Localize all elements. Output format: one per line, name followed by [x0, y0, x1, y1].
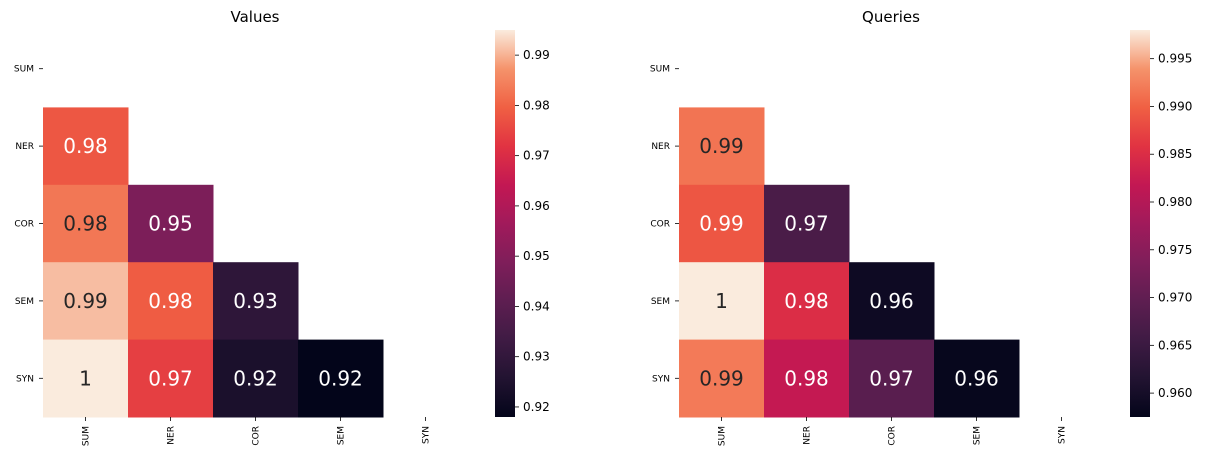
x-tick-label: SUM	[82, 426, 92, 446]
y-tick-label: SUM	[14, 65, 34, 75]
colorbar-tick-label: 0.960	[1158, 386, 1192, 400]
heatmap-cell	[679, 184, 765, 263]
heatmap-cell	[43, 107, 129, 186]
colorbar-tick-label: 0.98	[523, 98, 550, 112]
heatmap-cell	[128, 339, 214, 418]
cell-value-label: 0.97	[148, 366, 193, 390]
cell-value-label: 0.96	[954, 366, 999, 390]
cell-value-label: 0.97	[784, 212, 829, 236]
heatmap-cell	[679, 339, 765, 418]
colorbar-tick-label: 0.97	[523, 149, 550, 163]
cell-value-label: 0.99	[63, 289, 108, 313]
x-tick-label: SEM	[337, 426, 347, 445]
cell-value-label: 0.99	[699, 134, 744, 158]
cell-value-label: 0.98	[148, 289, 193, 313]
colorbar-tick-label: 0.93	[523, 350, 550, 364]
colorbar-tick-label: 0.985	[1158, 147, 1192, 161]
cell-value-label: 0.98	[63, 212, 108, 236]
queries-heatmap: Queries 0.99 0.99 0.97 1 0.98 0.96 0.99 0.98 0.97…	[650, 8, 1192, 446]
heatmap-cell	[213, 262, 299, 341]
x-tick-label: SEM	[973, 426, 983, 445]
colorbar-tick-label: 0.96	[523, 199, 550, 213]
colorbar-tick-label: 0.980	[1158, 195, 1192, 209]
heatmap-cell	[213, 339, 299, 418]
heatmap-cell	[679, 107, 765, 186]
x-tick-label: COR	[888, 426, 898, 446]
heatmap-cell	[849, 339, 935, 418]
cell-value-label: 0.99	[699, 366, 744, 390]
cell-value-label: 0.92	[233, 366, 278, 390]
heatmap-cell	[849, 262, 935, 341]
heatmap-cell	[43, 262, 129, 341]
y-tick-label: NER	[651, 142, 670, 152]
colorbar-tick-label: 0.970	[1158, 291, 1192, 305]
colorbar-tick-label: 0.94	[523, 299, 550, 313]
heatmap-cell	[679, 262, 765, 341]
colorbar	[1130, 30, 1150, 417]
colorbar-tick-label: 0.965	[1158, 338, 1192, 352]
x-tick-label: NER	[803, 426, 813, 445]
cell-value-label: 1	[715, 289, 728, 313]
colorbar-tick-label: 0.99	[523, 48, 550, 62]
cell-value-label: 0.98	[784, 366, 829, 390]
heatmap-cell	[43, 184, 129, 263]
cell-value-label: 0.95	[148, 212, 193, 236]
y-tick-label: SYN	[652, 374, 670, 384]
values-heatmap: Values 0.98 0.98 0.95 0.99 0.98 0.93 1 0.97 0.92 0…	[14, 8, 550, 446]
y-tick-label: NER	[15, 142, 34, 152]
colorbar-tick-label: 0.995	[1158, 52, 1192, 66]
heatmap-cell	[298, 339, 384, 418]
colorbar-tick-label: 0.95	[523, 249, 550, 263]
heatmap-cell	[764, 339, 850, 418]
colorbar-tick-label: 0.92	[523, 400, 550, 414]
chart-title: Values	[230, 8, 279, 26]
heatmap-cell	[43, 339, 129, 418]
cell-value-label: 1	[79, 366, 92, 390]
y-tick-label: SUM	[650, 65, 670, 75]
heatmap-cell	[764, 262, 850, 341]
colorbar-tick-label: 0.975	[1158, 243, 1192, 257]
colorbar	[495, 30, 515, 417]
y-tick-label: SYN	[16, 374, 34, 384]
y-tick-label: COR	[14, 220, 34, 230]
x-tick-label: COR	[252, 426, 262, 446]
cell-value-label: 0.92	[318, 366, 363, 390]
heatmap-cell	[128, 262, 214, 341]
cell-value-label: 0.96	[869, 289, 914, 313]
cell-value-label: 0.99	[699, 212, 744, 236]
y-tick-label: SEM	[651, 297, 670, 307]
colorbar-tick-label: 0.990	[1158, 99, 1192, 113]
y-tick-label: SEM	[15, 297, 34, 307]
heatmap-cell	[764, 184, 850, 263]
x-tick-label: SYN	[422, 426, 432, 444]
cell-value-label: 0.98	[784, 289, 829, 313]
heatmap-cell	[128, 184, 214, 263]
cell-value-label: 0.97	[869, 366, 914, 390]
x-tick-label: SUM	[718, 426, 728, 446]
y-tick-label: COR	[650, 220, 670, 230]
x-tick-label: SYN	[1058, 426, 1068, 444]
chart-title: Queries	[862, 8, 920, 26]
heatmap-cell	[934, 339, 1020, 418]
x-tick-label: NER	[167, 426, 177, 445]
cell-value-label: 0.98	[63, 134, 108, 158]
cell-value-label: 0.93	[233, 289, 278, 313]
